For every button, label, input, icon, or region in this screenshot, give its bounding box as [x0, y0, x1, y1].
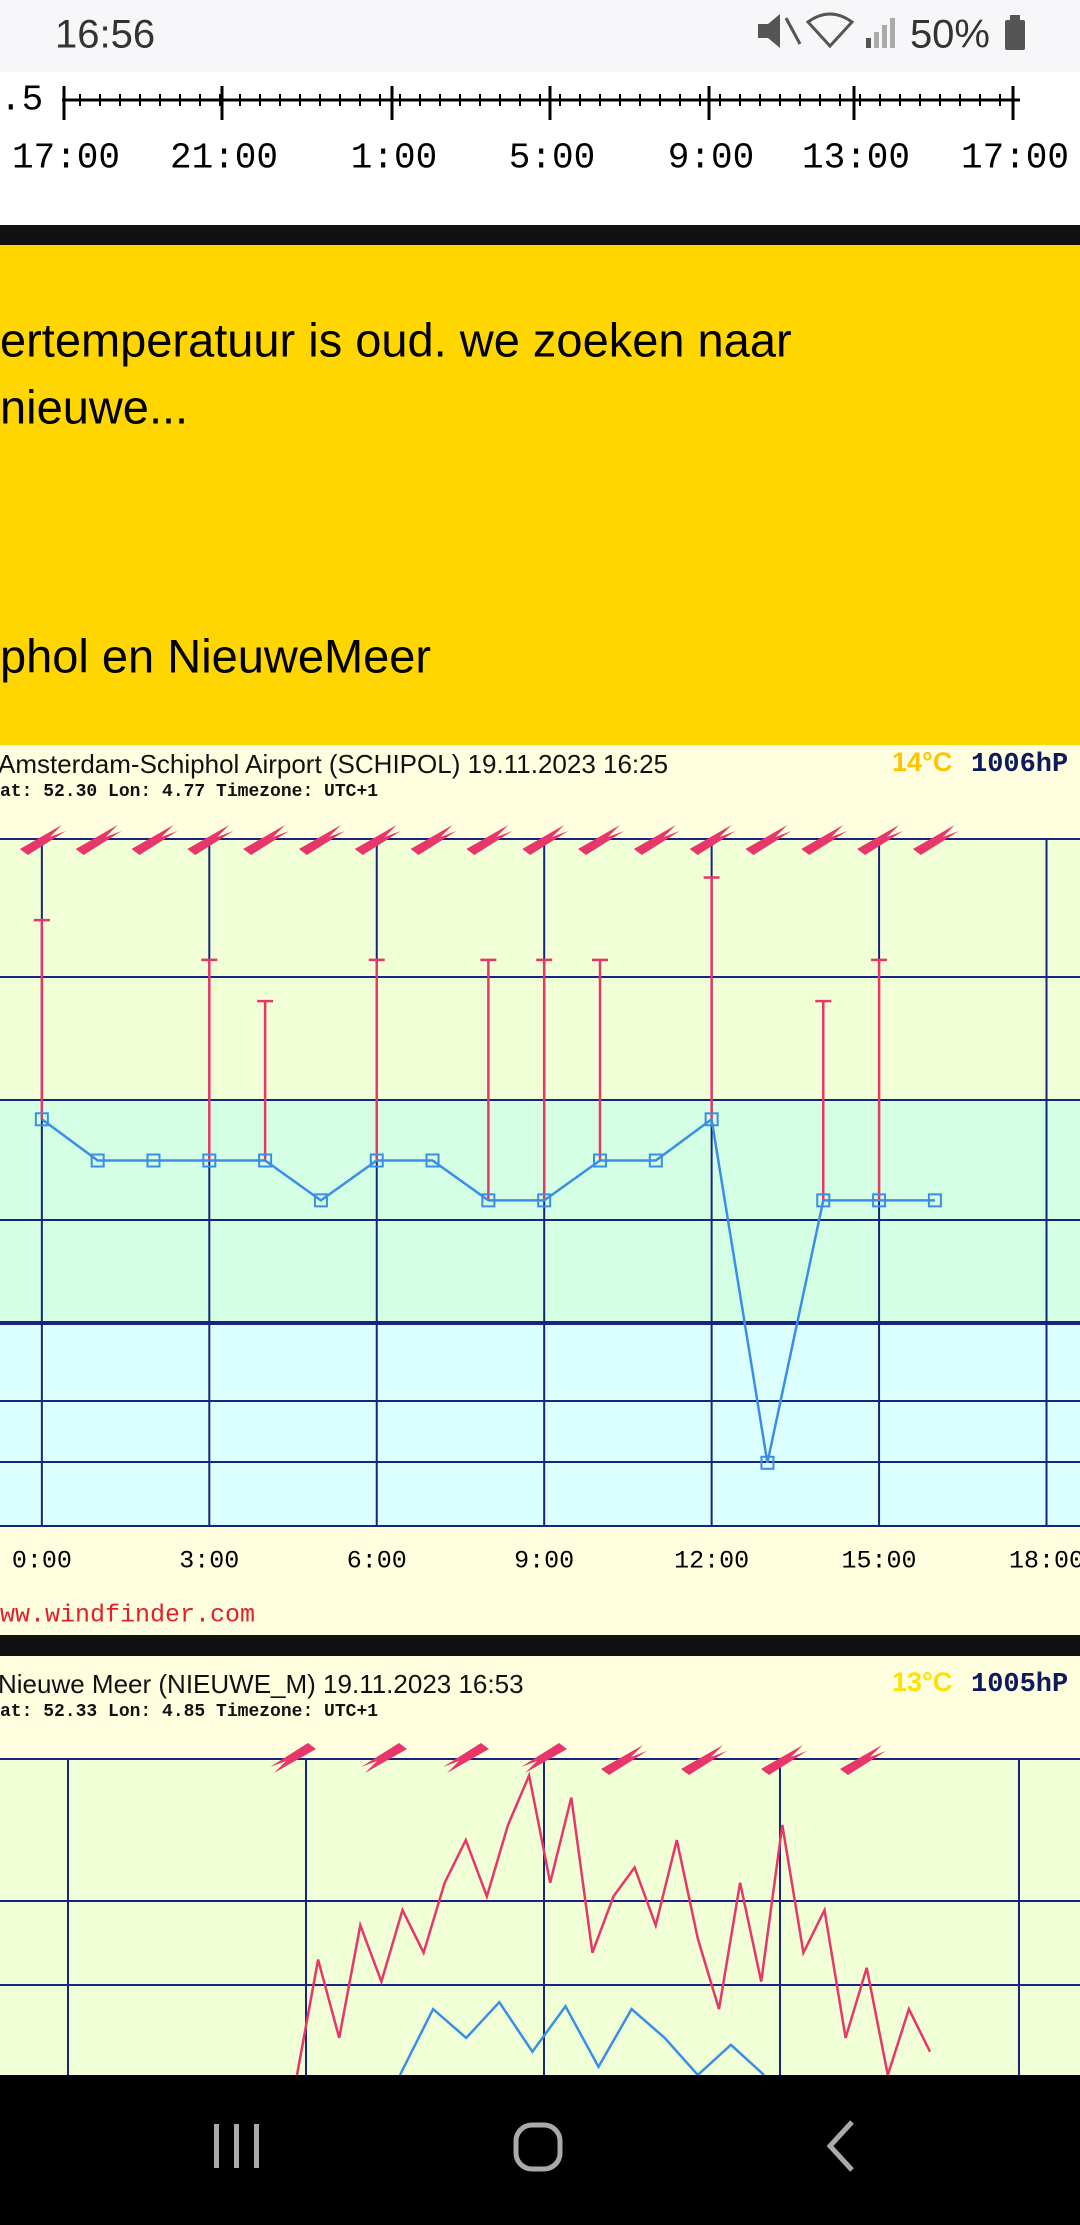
wind-arrow [131, 825, 178, 855]
wind-arrow [410, 825, 457, 855]
wind-arrow [633, 825, 680, 855]
wind-arrow [745, 825, 792, 855]
chart-subtitle: at: 52.33 Lon: 4.85 Timezone: UTC+1 [0, 1702, 378, 1722]
wind-arrow [801, 825, 848, 855]
wind-arrow [443, 1743, 489, 1773]
battery-level: 50% [910, 13, 990, 57]
chart-title: Nieuwe Meer (NIEUWE_M) 19.11.2023 16:53 [0, 1669, 524, 1699]
wind-arrow [522, 825, 569, 855]
x-tick-label: 9:00 [514, 1547, 574, 1576]
banner-text: ertemperatuur is oud. we zoeken naar [0, 313, 792, 366]
wind-marker [146, 1153, 161, 1168]
wind-arrow [75, 825, 122, 855]
wind-marker [258, 1153, 273, 1168]
recents-button[interactable] [214, 2124, 259, 2168]
banner [0, 245, 1080, 745]
pressure: 1006hP [971, 750, 1068, 780]
wind-arrow [521, 1743, 567, 1773]
wind-marker [90, 1153, 105, 1168]
wind-marker [872, 1193, 887, 1208]
wind-marker [648, 1153, 663, 1168]
wind-arrow [270, 1743, 316, 1773]
temperature: 14°C [892, 747, 952, 777]
clock: 16:56 [55, 13, 155, 57]
wind-marker [816, 1193, 831, 1208]
x-tick-label: 18:00 [1009, 1547, 1080, 1576]
wind-marker [34, 1112, 49, 1127]
x-tick-label: 6:00 [347, 1547, 407, 1576]
wind-arrow [354, 825, 401, 855]
banner-text: nieuwe... [0, 380, 188, 433]
x-tick-label: 15:00 [842, 1547, 917, 1576]
x-tick-label: 13:00 [802, 138, 910, 179]
separator [0, 1635, 1080, 1656]
wind-marker [760, 1455, 775, 1470]
wind-marker [481, 1193, 496, 1208]
chart-subtitle: at: 52.30 Lon: 4.77 Timezone: UTC+1 [0, 782, 378, 802]
source: ww.windfinder.com [0, 1601, 255, 1630]
wind-arrow [840, 1745, 886, 1775]
banner-text: phol en NieuweMeer [0, 629, 431, 682]
wind-arrow [578, 825, 624, 855]
top-x-axis: 17:00 21:00 1:00 5:00 9:00 13:00 17:00 [12, 86, 1069, 179]
wind-marker [927, 1193, 942, 1208]
wind-arrow [466, 825, 513, 855]
x-tick-label: 0:00 [12, 1547, 72, 1576]
wind-arrow [361, 1743, 407, 1773]
nav-bar [0, 2075, 1080, 2220]
wind-arrow [187, 825, 234, 855]
x-tick-label: 17:00 [12, 138, 120, 179]
wind-arrow [681, 1745, 727, 1775]
wind-arrow [601, 1745, 647, 1775]
back-button[interactable] [826, 2120, 854, 2172]
wind-marker [537, 1193, 552, 1208]
status-bar [0, 0, 1080, 72]
chart-title: Amsterdam-Schiphol Airport (SCHIPOL) 19.… [0, 749, 668, 779]
wind-arrow [761, 1745, 807, 1775]
wind-line [295, 1771, 932, 2076]
band [0, 839, 1080, 1100]
wind-marker [593, 1153, 607, 1168]
chart-2-marks [270, 1743, 932, 2077]
wind-marker [313, 1193, 328, 1208]
y-tick-label: .5 [0, 80, 43, 121]
wind-marker [704, 1112, 719, 1127]
x-tick-label: 17:00 [961, 138, 1069, 179]
wind-arrow [912, 825, 959, 855]
wind-arrow [19, 825, 66, 855]
wind-line [398, 2000, 765, 2077]
separator [0, 225, 1080, 245]
band [0, 1759, 1080, 2075]
wind-arrow [243, 825, 290, 855]
x-tick-label: 21:00 [170, 138, 278, 179]
band [0, 1323, 1080, 1526]
wind-arrow [857, 825, 904, 855]
band [0, 1100, 1080, 1323]
status-icons [758, 12, 1025, 50]
temperature: 13°C [892, 1667, 952, 1697]
pressure: 1005hP [971, 1670, 1068, 1700]
wind-arrow [689, 825, 736, 855]
wind-marker [202, 1153, 217, 1168]
chart-1-marks: 0:00 3:00 6:00 9:00 12:00 15:00 18:00 [12, 825, 1080, 1576]
x-tick-label: 3:00 [179, 1547, 239, 1576]
x-tick-label: 9:00 [668, 138, 754, 179]
x-tick-label: 5:00 [509, 138, 595, 179]
wind-marker [425, 1153, 440, 1168]
x-tick-label: 1:00 [351, 138, 437, 179]
wind-line [41, 1117, 935, 1464]
x-tick-label: 12:00 [674, 1547, 749, 1576]
wind-arrow [298, 825, 345, 855]
home-button[interactable] [513, 2122, 563, 2172]
wind-marker [369, 1153, 384, 1168]
